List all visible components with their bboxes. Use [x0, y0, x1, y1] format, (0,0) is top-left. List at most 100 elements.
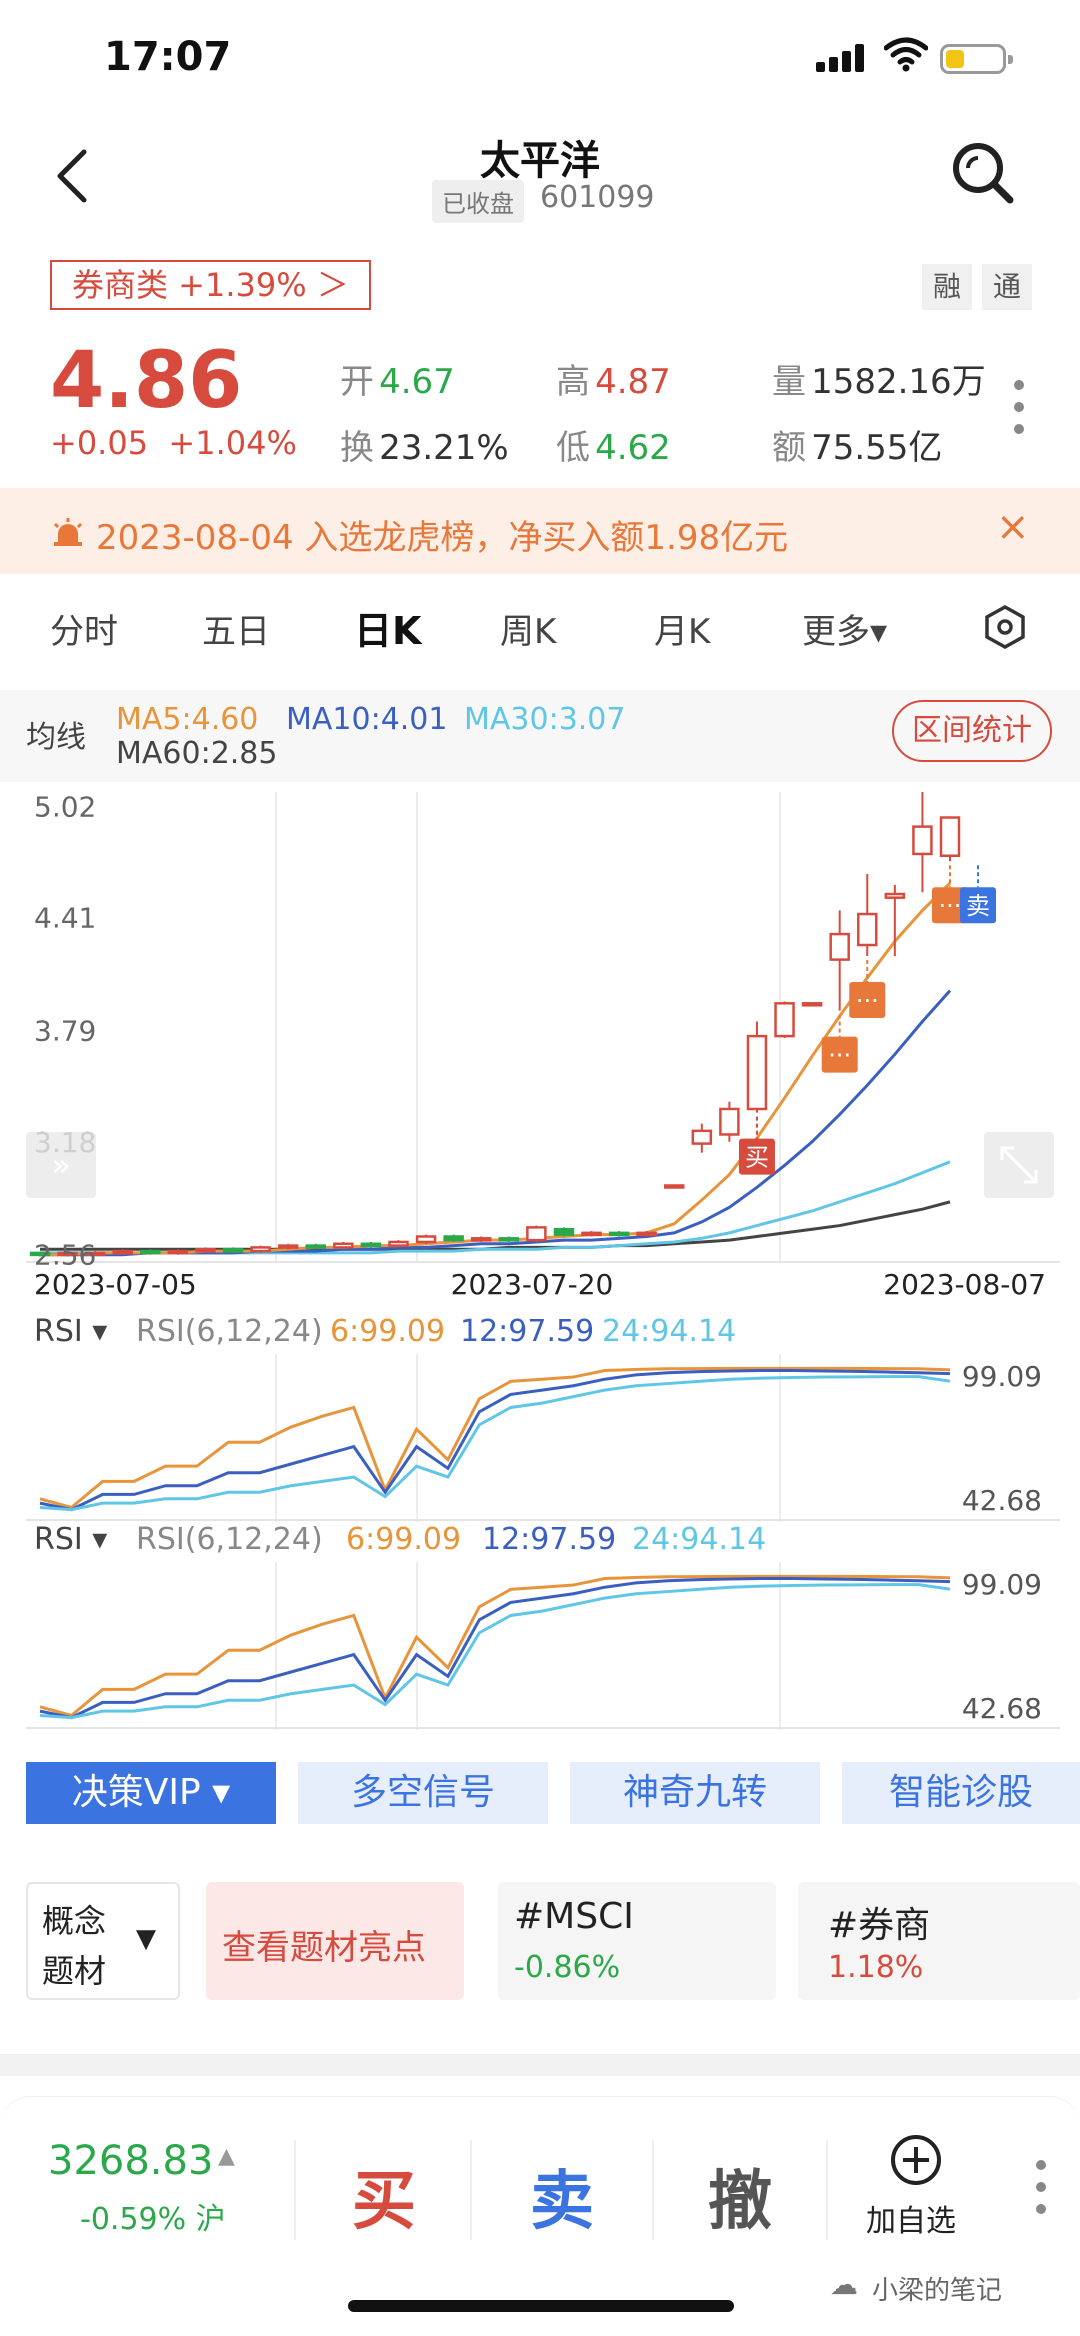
kline-candle-body: [84, 1251, 106, 1257]
kline-xtick-label: 2023-08-07: [883, 1268, 1046, 1301]
add-watchlist-button[interactable]: 加自选: [866, 2204, 956, 2239]
alarm-icon: [53, 518, 83, 546]
bar-divider: [826, 2140, 828, 2240]
margin-tag-rong[interactable]: 融: [922, 264, 972, 310]
kline-candle-body: [553, 1227, 575, 1236]
kline-candle-body: [195, 1247, 216, 1253]
tab-five-day[interactable]: 五日: [202, 612, 270, 652]
long-short-signal-button[interactable]: 多空信号: [298, 1762, 548, 1824]
concept-card-pct: 1.18%: [828, 1950, 924, 1985]
range-stats-button[interactable]: 区间统计: [892, 700, 1052, 762]
concept-selector-line2: 题材: [42, 1952, 107, 1990]
kline-candle-body: [250, 1246, 271, 1253]
kline-chart[interactable]: 买·········卖 5.024.413.793.182.56 2023-07…: [0, 782, 1080, 1302]
kline-candle-body: [498, 1237, 520, 1242]
rsi1-params: RSI(6,12,24): [136, 1314, 323, 1349]
margin-tag-tong[interactable]: 通: [982, 264, 1032, 310]
settings-hexagon-icon[interactable]: [982, 604, 1028, 650]
ma60-value: MA60:2.85: [116, 736, 278, 771]
index-up-triangle-icon: ▲: [218, 2144, 235, 2169]
close-icon[interactable]: ×: [996, 504, 1030, 550]
rsi-chart-1[interactable]: 99.09 42.68: [0, 1354, 1080, 1522]
back-icon[interactable]: [52, 146, 92, 206]
view-highlights-button[interactable]: 查看题材亮点: [206, 1882, 464, 2000]
kline-candle-body: [719, 1107, 740, 1136]
tab-intraday[interactable]: 分时: [50, 612, 118, 652]
rsi2-label: RSI: [34, 1522, 83, 1557]
rsi2-legend-12: 12:97.59: [482, 1522, 617, 1557]
smart-diagnosis-button[interactable]: 智能诊股: [842, 1762, 1080, 1824]
rsi2-title[interactable]: RSI ▾: [34, 1522, 108, 1557]
rsi2-ytick-top: 99.09: [962, 1568, 1042, 1601]
kline-ytick-label: 2.56: [34, 1239, 96, 1272]
sell-button[interactable]: 卖: [530, 2165, 594, 2239]
trade-marker-label: 买: [745, 1144, 769, 1172]
cancel-order-button[interactable]: 撤: [708, 2165, 772, 2239]
kline-ytick-label: 5.02: [34, 791, 96, 824]
kline-candle-body: [884, 892, 906, 899]
rsi-24-line: [39, 1375, 951, 1512]
open-label: 开: [340, 362, 374, 402]
rsi1-label: RSI: [34, 1314, 83, 1349]
tab-daily-k[interactable]: 日K: [354, 609, 422, 653]
kline-candle-body: [829, 932, 850, 961]
amount-value: 75.55亿: [811, 428, 943, 468]
rsi2-params: RSI(6,12,24): [136, 1522, 323, 1557]
concept-card-msci[interactable]: #MSCI -0.86%: [498, 1882, 776, 2000]
amount-stat: 额 75.55亿: [772, 420, 942, 469]
double-chevron-icon: »: [51, 1146, 71, 1184]
index-change: -0.59% 沪: [80, 2202, 226, 2237]
rsi-chart-2[interactable]: 99.09 42.68: [0, 1562, 1080, 1730]
market-closed-badge: 已收盘: [432, 180, 524, 223]
kline-candle-body: [470, 1237, 492, 1242]
rsi-12-line: [39, 1369, 951, 1512]
price-change: +0.05 +1.04%: [50, 424, 297, 462]
more-vertical-icon[interactable]: [1036, 2160, 1048, 2226]
rsi-6-line: [39, 1574, 951, 1718]
rsi1-legend-24: 24:94.14: [602, 1314, 737, 1349]
kline-candle-body: [140, 1249, 161, 1255]
kline-candle-body: [277, 1244, 299, 1249]
notice-banner[interactable]: [0, 488, 1080, 574]
open-value: 4.67: [379, 362, 455, 402]
concept-card-broker[interactable]: #券商 1.18%: [798, 1882, 1080, 2000]
kline-candle-body: [912, 825, 933, 856]
kline-candle-body: [691, 1129, 713, 1145]
stock-code: 601099: [540, 180, 655, 215]
concept-selector[interactable]: 概念 题材 ▼: [26, 1882, 180, 2000]
bar-divider: [652, 2140, 654, 2240]
decision-vip-button[interactable]: 决策VIP ▾: [26, 1762, 276, 1824]
tab-monthly-k[interactable]: 月K: [654, 612, 711, 652]
search-icon[interactable]: [950, 140, 1016, 206]
kline-candle-body: [526, 1226, 547, 1242]
rsi-6-line: [39, 1366, 951, 1510]
ma10-value: MA10:4.01: [286, 702, 448, 737]
buy-button[interactable]: 买: [352, 2165, 416, 2239]
bottom-trade-bar: [0, 2096, 1080, 2336]
rsi2-legend-24: 24:94.14: [632, 1522, 767, 1557]
kline-candle-body: [222, 1247, 244, 1253]
rsi1-title[interactable]: RSI ▾: [34, 1314, 108, 1349]
status-time: 17:07: [104, 34, 232, 80]
last-price: 4.86: [50, 336, 243, 426]
sector-tag[interactable]: 券商类 +1.39% ＞: [50, 260, 371, 310]
price-change-pct: +1.04%: [168, 424, 297, 462]
tab-weekly-k[interactable]: 周K: [500, 612, 557, 652]
concept-card-pct: -0.86%: [514, 1950, 621, 1985]
concept-card-name: #MSCI: [514, 1896, 634, 1937]
add-circle-icon[interactable]: [890, 2134, 942, 2186]
kline-candle-body: [608, 1231, 630, 1237]
expand-left-button[interactable]: [26, 1132, 96, 1198]
turnover-stat: 换 23.21%: [340, 420, 509, 469]
tab-more[interactable]: 更多▾: [802, 612, 888, 652]
kline-candle-body: [29, 1251, 51, 1257]
kline-candle-body: [57, 1251, 78, 1257]
index-value[interactable]: 3268.83: [48, 2138, 214, 2184]
kline-candle-body: [636, 1231, 657, 1237]
rsi-12-line: [39, 1577, 951, 1720]
kline-candle-body: [415, 1235, 437, 1244]
magic-nine-turn-button[interactable]: 神奇九转: [570, 1762, 820, 1824]
rsi2-legend-6: 6:99.09: [346, 1522, 462, 1557]
bar-divider: [294, 2140, 296, 2240]
more-vertical-icon[interactable]: [1014, 380, 1026, 446]
